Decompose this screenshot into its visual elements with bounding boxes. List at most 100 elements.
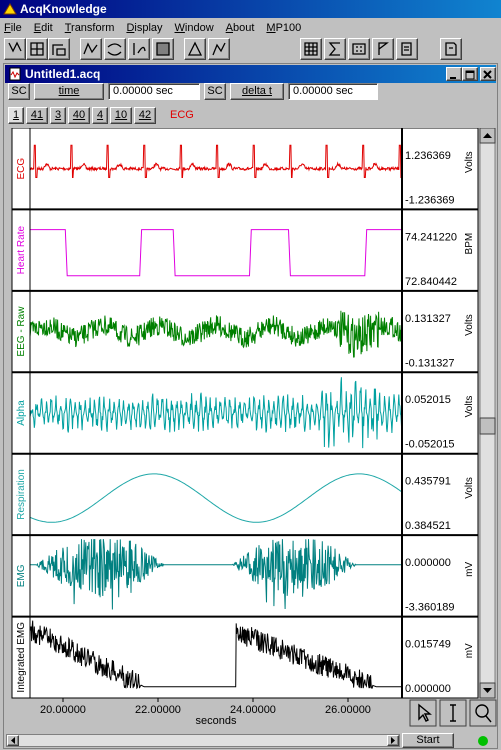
scale-bottom: 0.000000	[405, 683, 451, 695]
icon-glyph	[31, 43, 43, 55]
scale-top: 0.052015	[405, 394, 451, 406]
scroll-right[interactable]	[387, 735, 399, 746]
unit-label: mV	[464, 562, 475, 577]
toolbar-button[interactable]	[440, 38, 462, 60]
menu-item[interactable]: About	[226, 20, 255, 36]
toolbar-button[interactable]	[48, 38, 70, 60]
toolbar-button[interactable]	[4, 38, 26, 60]
minimize-icon	[447, 69, 461, 81]
time-axis-label: seconds	[196, 715, 237, 727]
unit-label: Volts	[464, 151, 475, 173]
toolbar-button[interactable]	[80, 38, 102, 60]
icon-glyph	[53, 45, 65, 55]
channel-button[interactable]: 41	[26, 107, 48, 124]
time-tick-label: 26.00000	[325, 704, 371, 716]
tool-button[interactable]	[410, 700, 436, 726]
toolbar-icon	[373, 39, 393, 59]
icon-glyph	[353, 44, 365, 54]
measure-select[interactable]: delta t	[230, 83, 284, 100]
toolbar-icon	[81, 39, 101, 59]
icon-glyph	[330, 43, 340, 55]
scale-bottom: 72.840442	[405, 276, 457, 288]
icon-glyph	[402, 43, 411, 55]
scale-bottom: -0.131327	[405, 357, 455, 369]
arrow-icon	[388, 736, 398, 745]
toolbar-button[interactable]	[348, 38, 370, 60]
start-button[interactable]: Start	[402, 733, 454, 748]
icon-glyph	[305, 43, 317, 55]
channel-button[interactable]: 1	[8, 107, 24, 124]
channel-label: Respiration	[16, 469, 27, 520]
close-icon	[481, 69, 495, 81]
sc-button[interactable]: SC	[204, 83, 226, 100]
toolbar-icon	[325, 39, 345, 59]
channel-button[interactable]: 4	[92, 107, 108, 124]
scale-bottom: 0.384521	[405, 520, 451, 532]
close-button[interactable]	[480, 67, 496, 81]
maximize-icon	[463, 69, 477, 81]
icon-glyph	[84, 44, 97, 54]
icon-glyph	[157, 43, 169, 55]
toolbar-button[interactable]	[300, 38, 322, 60]
app-title: AcqKnowledge	[20, 0, 107, 18]
channel-button[interactable]: 10	[110, 107, 132, 124]
time-tick-label: 24.00000	[230, 704, 276, 716]
menu-item[interactable]: Window	[175, 20, 214, 36]
toolbar-button[interactable]	[26, 38, 48, 60]
toolbar-button[interactable]	[104, 38, 126, 60]
toolbar	[0, 37, 501, 63]
sc-button[interactable]: SC	[8, 83, 30, 100]
toolbar-button[interactable]	[152, 38, 174, 60]
maximize-button[interactable]	[462, 67, 478, 81]
scroll-left[interactable]	[7, 735, 19, 746]
scroll-thumb[interactable]	[480, 418, 495, 434]
toolbar-icon	[5, 39, 25, 59]
toolbar-icon	[49, 39, 69, 59]
status-indicator	[476, 734, 490, 748]
channel-label: EMG	[16, 564, 27, 587]
app-title-bar: AcqKnowledge	[0, 0, 501, 18]
menu-item[interactable]: Edit	[34, 20, 53, 36]
toolbar-icon	[105, 39, 125, 59]
unit-label: Volts	[464, 477, 475, 499]
doc-icon	[8, 67, 22, 81]
toolbar-button[interactable]	[184, 38, 206, 60]
toolbar-button[interactable]	[324, 38, 346, 60]
toolbar-button[interactable]	[372, 38, 394, 60]
measure-select[interactable]: time	[34, 83, 104, 100]
toolbar-button[interactable]	[396, 38, 418, 60]
horizontal-scrollbar[interactable]	[6, 734, 400, 747]
unit-label: Volts	[464, 396, 475, 418]
icon-glyph	[108, 44, 121, 55]
scale-top: 0.015749	[405, 639, 451, 651]
measure-value: 0.00000 sec	[108, 83, 200, 100]
channel-button[interactable]: 40	[68, 107, 90, 124]
unit-label: mV	[464, 643, 475, 658]
scale-top: 1.236369	[405, 150, 451, 162]
toolbar-button[interactable]	[128, 38, 150, 60]
minimize-button[interactable]	[446, 67, 462, 81]
app-icon	[3, 2, 17, 16]
menu-item[interactable]: Transform	[65, 20, 115, 36]
time-tick-label: 20.00000	[40, 704, 86, 716]
window-title-bar: Untitled1.acq	[5, 65, 496, 83]
window-title: Untitled1.acq	[25, 65, 100, 83]
active-channel: ECG	[170, 109, 194, 121]
channel-label: ECG	[16, 158, 27, 180]
icon-glyph	[134, 43, 145, 55]
time-tick-label: 22.00000	[135, 704, 181, 716]
tool-button[interactable]	[470, 700, 496, 726]
menu-item[interactable]: Display	[126, 20, 162, 36]
menu-item[interactable]: MP100	[266, 20, 301, 36]
icon-glyph	[9, 43, 21, 51]
vertical-scrollbar[interactable]	[480, 128, 495, 698]
measure-value: 0.00000 sec	[288, 83, 378, 100]
toolbar-button[interactable]	[208, 38, 230, 60]
menu-item[interactable]: File	[4, 20, 22, 36]
channel-label: EEG - Raw	[16, 306, 27, 357]
channel-button[interactable]: 3	[50, 107, 66, 124]
toolbar-icon	[441, 39, 461, 59]
channel-button[interactable]: 42	[134, 107, 156, 124]
icon-glyph	[189, 43, 201, 55]
toolbar-icon	[27, 39, 47, 59]
